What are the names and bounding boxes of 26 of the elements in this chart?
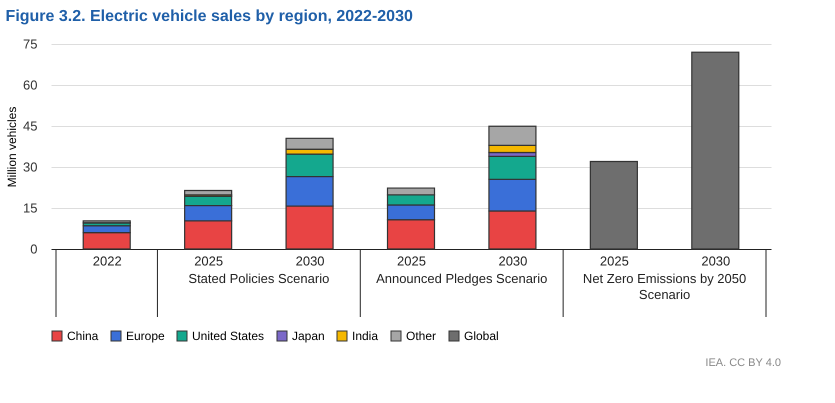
legend-label: Other (406, 329, 436, 343)
legend-label: Global (464, 329, 499, 343)
x-tick-label: 2025 (194, 254, 224, 268)
legend-label: India (352, 329, 378, 343)
y-tick-label: 30 (23, 160, 38, 174)
x-tick-label: 2025 (600, 254, 629, 268)
x-tick-label: 2030 (701, 254, 730, 268)
y-tick-label: 0 (30, 242, 38, 256)
legend-label: United States (192, 329, 264, 343)
x-tick-label: 2030 (296, 254, 325, 268)
x-tick-label: 2022 (92, 254, 122, 268)
y-axis-title: Million vehicles (5, 106, 20, 188)
y-tick-label: 60 (23, 78, 38, 92)
text: IEA. CC BY 4.0 (705, 357, 781, 369)
chart-title: Figure 3.2. Electric vehicle sales by region, 2022-2030 (6, 8, 413, 25)
legend-label: Europe (126, 329, 166, 343)
y-tick-label: 75 (23, 36, 38, 52)
legend-label: China (67, 329, 99, 343)
y-tick-label: 45 (23, 118, 38, 134)
legend-label: Japan (292, 329, 325, 343)
x-tick-label: 2030 (498, 254, 528, 268)
text: Stated Policies Scenario (188, 271, 330, 286)
y-tick-label: 15 (23, 200, 38, 216)
text: Net Zero Emissions by 2050 Scenario (582, 271, 746, 302)
x-tick-label: 2025 (397, 254, 426, 268)
text: Announced Pledges Scenario (376, 271, 548, 286)
